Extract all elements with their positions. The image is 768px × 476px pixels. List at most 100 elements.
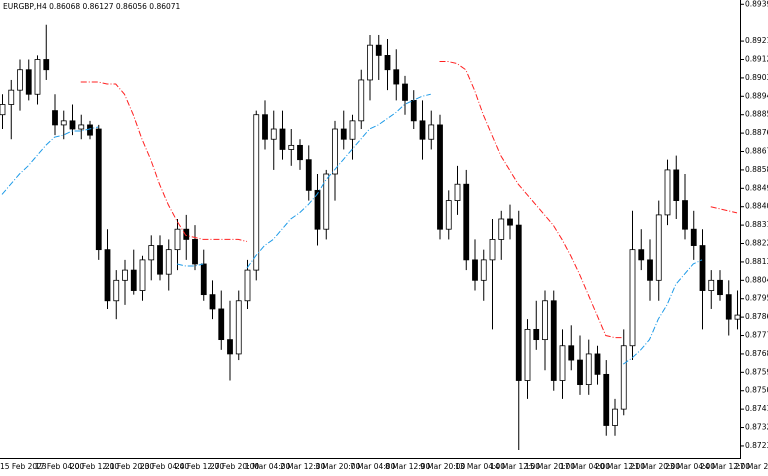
x-tick-label: 27 Mar 20:00 [735,462,768,471]
candle-body [262,114,268,140]
candle-body [577,359,583,385]
x-tick-label: 9 Mar 20:00 [420,462,466,471]
candle-body [480,259,487,281]
y-tick-label: 0.88400 [745,202,768,211]
candle-body [673,169,680,201]
indicator-line [1,93,703,365]
y-tick-label: 0.88040 [745,275,768,284]
candle-body [507,218,513,226]
y-tick-label: 0.89120 [745,54,768,63]
x-tick-label: 15 Mar 20:00 [525,462,575,471]
candle-body [139,259,146,291]
candle-body [95,128,102,251]
candle-body [542,300,548,341]
candle-body [78,124,85,130]
candle-body [585,353,592,385]
candle-body [305,159,312,191]
y-tick-label: 0.88130 [745,257,768,266]
candle-body [270,128,277,140]
x-tick-label: 27 Feb 20:00 [210,462,259,471]
candle-body [384,55,391,71]
candle-body [647,259,653,281]
candle-body [393,69,400,85]
candle-body [25,69,32,95]
x-tick-label: 8 Mar 12:00 [385,462,431,471]
y-tick-label: 0.88670 [745,147,768,156]
candle-body [358,79,365,122]
candle-body [524,328,531,381]
candle-body [612,408,618,426]
candle-body [375,44,382,56]
candle-body [498,218,505,240]
candle-body [489,239,496,261]
candle-body [192,239,198,265]
candle-body [349,120,356,140]
candle-body [122,269,128,281]
candle-body [550,300,557,381]
candle-body [629,249,636,347]
y-tick-label: 0.87230 [745,441,768,450]
y-tick-label: 0.88760 [745,128,768,137]
candle-body [52,110,58,126]
candle-body [638,249,645,261]
candle-body [454,183,461,201]
candle-body [279,128,286,150]
candle-body [664,169,671,216]
candle-body [655,214,662,281]
candle-body [559,345,566,381]
candle-body [367,44,373,81]
candle-body [340,128,347,140]
candle-body [218,308,225,341]
y-tick-label: 0.87770 [745,331,768,340]
candle-body [725,294,732,320]
y-tick-label: 0.89210 [745,36,768,45]
x-tick-label: 23 Feb 04:00 [140,462,189,471]
x-tick-label: 21 Feb 20:00 [105,462,154,471]
candle-body [297,144,303,161]
candle-body [463,183,470,261]
y-tick-label: 0.87320 [745,423,768,432]
y-tick-label: 0.89030 [745,73,768,82]
candle-body [708,279,715,291]
y-tick-label: 0.87680 [745,349,768,358]
x-tick-label: 21 Mar 20:00 [630,462,680,471]
x-tick-label: 3 Mar 20:00 [315,462,361,471]
x-tick-label: 2 Mar 12:00 [280,462,326,471]
candle-body [17,69,23,91]
candle-body [87,124,93,136]
candle-body [209,294,216,310]
candle-body [130,269,137,291]
candle-body [314,189,321,230]
candle-body [402,83,408,101]
candle-body [717,279,723,296]
indicator-line [80,61,738,339]
candle-body [200,263,207,296]
candle-body [437,124,443,230]
x-tick-label: 20 Feb 12:00 [70,462,119,471]
candle-body [183,228,190,240]
x-tick-label: 24 Feb 12:00 [175,462,224,471]
y-tick-label: 0.88850 [745,110,768,119]
candle-body [410,99,417,122]
candle-body [157,245,163,275]
x-tick-label: 13 Mar 04:00 [455,462,505,471]
candle-body [594,353,601,375]
y-tick-label: 0.87410 [745,404,768,413]
x-tick-label: 23 Mar 04:00 [665,462,715,471]
x-tick-label: 17 Feb 04:00 [35,462,84,471]
y-tick-label: 0.88580 [745,165,768,174]
candle-body [332,128,338,175]
candle-body [699,245,706,291]
candle-body [323,173,330,230]
candle-body [690,228,697,246]
candle-body [113,279,120,302]
candle-body [0,104,6,116]
x-tick-label: 7 Mar 04:00 [350,462,396,471]
x-tick-label: 20 Mar 12:00 [595,462,645,471]
candle-body [288,144,295,150]
candle-body [60,120,67,126]
x-tick-label: 14 Mar 12:00 [490,462,540,471]
candle-body [734,314,741,320]
